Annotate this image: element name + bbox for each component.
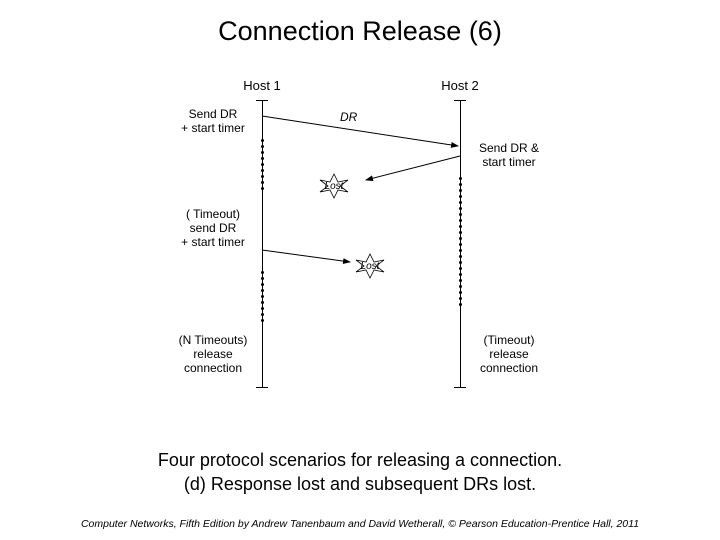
event-send-dr-1: Send DR + start timer: [170, 108, 256, 136]
sequence-diagram: Host 1 Host 2 Send DR + start timer ( Ti…: [170, 78, 550, 418]
host2-label: Host 2: [430, 78, 490, 93]
svg-text:Lost: Lost: [325, 181, 345, 192]
event-timeout-send-dr: ( Timeout) send DR + start timer: [170, 208, 256, 249]
page-title: Connection Release (6): [0, 0, 720, 47]
caption: Four protocol scenarios for releasing a …: [0, 449, 720, 496]
event-send-dr-2: Send DR & start timer: [468, 142, 550, 170]
wait-dots-3: [460, 174, 461, 309]
event-timeout-release: (Timeout) release connection: [468, 334, 550, 375]
arrow-label-dr: DR: [340, 110, 357, 124]
footer-citation: Computer Networks, Fifth Edition by Andr…: [0, 518, 720, 530]
svg-text:Lost: Lost: [361, 261, 381, 272]
event-n-timeouts-release: (N Timeouts) release connection: [170, 334, 256, 375]
host1-label: Host 1: [232, 78, 292, 93]
wait-dots-1: [262, 136, 263, 193]
wait-dots-2: [262, 268, 263, 325]
